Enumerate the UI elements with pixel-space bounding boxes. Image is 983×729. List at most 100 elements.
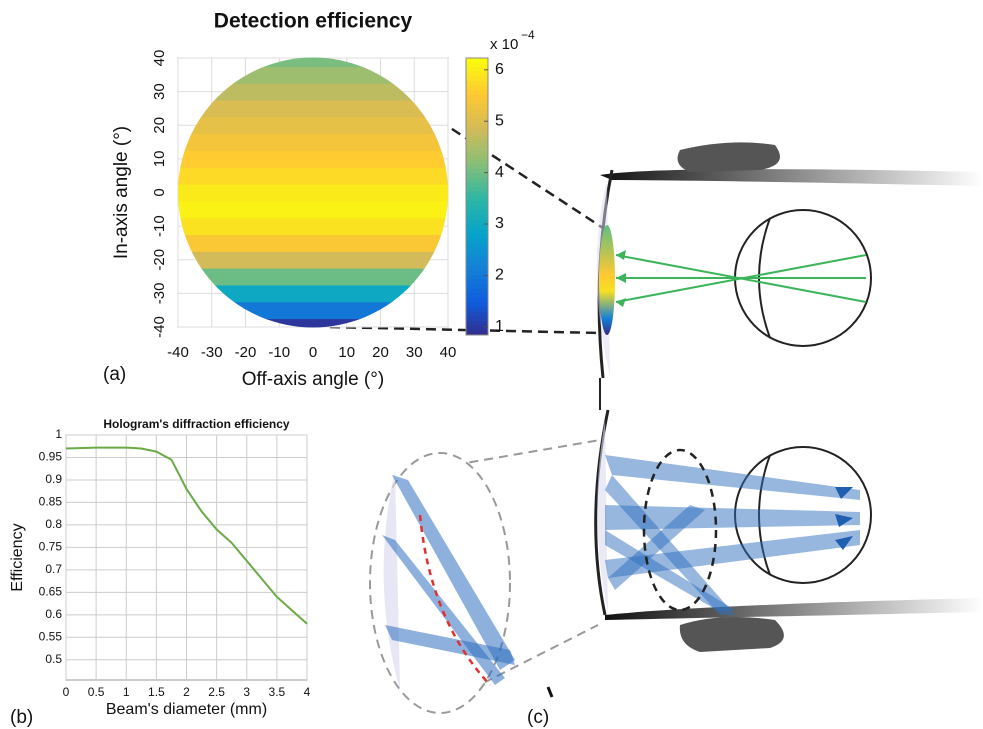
y-axis-label: Efficiency	[9, 523, 26, 591]
colorbar-segment	[466, 205, 488, 211]
colorbar-tick-label: 5	[495, 112, 504, 129]
colorbar-segment	[466, 168, 488, 174]
x-axis-label: Beam's diameter (mm)	[106, 701, 267, 718]
colorbar-segment	[466, 219, 488, 225]
y-tick-label: 0.5	[45, 652, 62, 666]
x-tick-label: 10	[338, 344, 355, 361]
x-tick-label: -40	[167, 344, 189, 361]
colorbar-segment	[466, 251, 488, 258]
colorbar-frame	[465, 57, 489, 336]
y-tick-label: -20	[151, 249, 168, 271]
colorbar-segment	[466, 298, 488, 304]
colorbar-segment	[466, 94, 488, 101]
colorbar-segment	[466, 228, 488, 234]
heat-cell	[178, 116, 448, 135]
colorbar-segment	[466, 270, 488, 276]
heat-cell	[178, 318, 448, 328]
colorbar-segment	[466, 182, 488, 188]
chart-title: Detection efficiency	[214, 10, 413, 33]
panel-label: (c)	[527, 707, 549, 728]
colorbar-segment	[466, 136, 488, 142]
y-tick-label: 30	[151, 83, 168, 100]
colorbar-segment	[466, 71, 488, 77]
heat-cell	[178, 217, 448, 236]
data-line	[65, 446, 308, 625]
x-tick-label: 30	[406, 344, 423, 361]
colorbar-segment	[466, 330, 488, 336]
colorbar-segment	[466, 173, 488, 179]
y-tick-label: 0.75	[39, 540, 63, 554]
y-tick-label: 0.9	[45, 472, 62, 486]
y-tick-label: -40	[151, 316, 168, 338]
colorbar-segment	[466, 261, 488, 267]
colorbar-segment	[466, 288, 488, 294]
heat-cell	[178, 200, 448, 219]
colorbar-segment	[466, 90, 488, 96]
colorbar-segment	[466, 307, 488, 313]
x-tick-label: 0	[309, 344, 317, 361]
colorbar-segment	[466, 178, 488, 184]
x-tick-label: 1	[123, 685, 130, 699]
colorbar-segment	[466, 145, 488, 151]
colorbar-segment	[466, 233, 488, 239]
colorbar-segment	[466, 201, 488, 207]
heat-cell	[178, 133, 448, 151]
y-tick-label: 10	[151, 151, 168, 168]
colorbar-segment	[466, 238, 488, 244]
colorbar-tick-label: 1	[495, 318, 504, 335]
colorbar-segment	[466, 302, 488, 308]
y-tick-label: 0.7	[45, 562, 62, 576]
colorbar-segment	[466, 325, 488, 331]
x-tick-label: 40	[440, 344, 457, 361]
colorbar-segment	[466, 293, 488, 299]
panel-label: (a)	[103, 364, 126, 385]
colorbar-segment	[466, 108, 488, 114]
colorbar-segment	[466, 113, 488, 119]
x-tick-label: 1.5	[148, 685, 165, 699]
colorbar-segment	[466, 118, 488, 124]
colorbar-segment	[466, 321, 488, 327]
colorbar-tick-label: 3	[495, 215, 504, 232]
x-tick-label: 2.5	[208, 685, 225, 699]
colorbar-segment	[466, 104, 488, 110]
y-tick-label: 0.6	[45, 607, 62, 621]
colorbar-tick-label: 6	[495, 61, 504, 78]
x-tick-label: 20	[372, 344, 389, 361]
panel-label: (b)	[10, 707, 33, 728]
colorbar-segment	[466, 274, 488, 281]
colorbar-segment	[466, 279, 488, 285]
heat-cell	[178, 100, 448, 118]
x-tick-label: 2	[183, 685, 190, 699]
x-tick-label: 3.5	[269, 685, 286, 699]
colorbar-segment	[466, 187, 488, 193]
heat-cell	[178, 150, 448, 168]
x-tick-label: -20	[235, 344, 257, 361]
y-tick-label: 0.95	[39, 450, 63, 464]
x-tick-label: 0	[63, 685, 70, 699]
colorbar-segment	[466, 122, 488, 128]
colorbar-segment	[466, 159, 488, 165]
colorbar-segment	[466, 99, 488, 105]
colorbar-segment	[466, 191, 488, 197]
heat-cell	[178, 83, 448, 101]
x-tick-label: 3	[243, 685, 250, 699]
heat-cell	[178, 57, 448, 67]
colorbar-exponent: −4	[521, 28, 535, 42]
colorbar-segment	[466, 224, 488, 230]
colorbar-segment	[466, 247, 488, 253]
heat-cell	[178, 284, 448, 303]
colorbar-segment	[466, 265, 488, 271]
y-tick-label: 0.55	[39, 629, 63, 643]
heat-cell	[178, 251, 448, 269]
y-tick-label: 0	[151, 188, 168, 196]
colorbar-segment	[466, 67, 488, 73]
colorbar-tick-label: 2	[495, 267, 504, 284]
x-tick-label: -30	[201, 344, 223, 361]
colorbar-segment	[466, 210, 488, 216]
y-axis-label: In-axis angle (°)	[111, 126, 132, 259]
colorbar-segment	[466, 62, 488, 68]
colorbar-segment	[466, 85, 488, 91]
colorbar-segment	[466, 316, 488, 322]
y-tick-label: 0.8	[45, 517, 62, 531]
y-tick-label: 0.65	[39, 585, 63, 599]
